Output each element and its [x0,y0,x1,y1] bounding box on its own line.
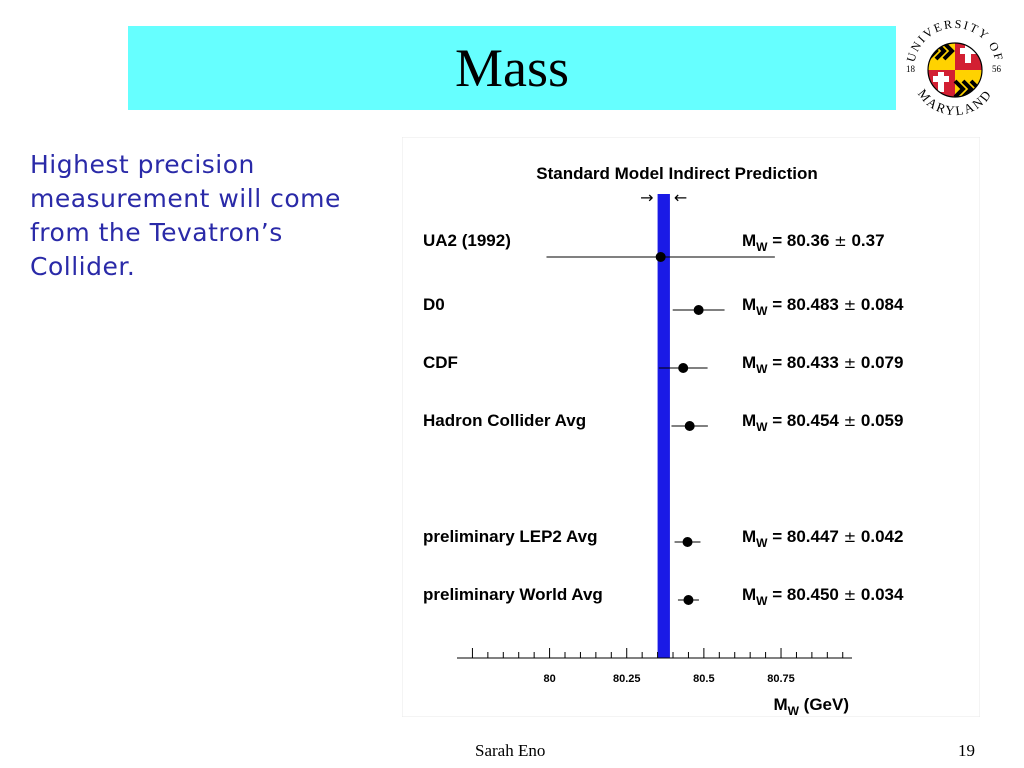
page-number: 19 [958,741,975,760]
measurement-row: preliminary LEP2 Avg MW = 80.447 ± 0.042 [423,527,903,550]
x-axis-label: MW (GeV) [773,695,849,717]
measurement-name: D0 [423,295,445,314]
chart-title: Standard Model Indirect Prediction [536,164,817,183]
bullet-text: Highest precision measurement will come … [30,150,341,281]
title-bar: Mass [128,26,896,110]
measurement-point [683,595,694,605]
maryland-seal-icon: UNIVERSITY OF MARYLAND 18 56 [904,17,1005,119]
measurement-row: preliminary World Avg MW = 80.450 ± 0.034 [423,585,904,608]
measurement-point [693,305,704,315]
measurement-name: Hadron Collider Avg [423,411,586,430]
measurement-row: CDF MW = 80.433 ± 0.079 [423,353,903,376]
mw-chart: Standard Model Indirect Prediction → ← UA… [402,137,980,717]
measurement-name: preliminary LEP2 Avg [423,527,597,546]
x-axis-label-unit: (GeV) [799,695,849,714]
measurement-row: D0 MW = 80.483 ± 0.084 [423,295,904,318]
measurement-value-label: MW = 80.433 ± 0.079 [742,353,903,376]
logo-year-right: 56 [992,64,1002,74]
measurement-name: preliminary World Avg [423,585,603,604]
slide-title: Mass [454,38,569,98]
measurement-value-label: MW = 80.450 ± 0.034 [742,585,904,608]
measurement-point [655,252,666,262]
logo-shield [927,42,983,98]
measurement-row: UA2 (1992) MW = 80.36 ± 0.37 [423,231,885,262]
measurement-value-label: MW = 80.447 ± 0.042 [742,527,903,550]
x-tick-label: 80 [543,673,555,685]
x-tick-label: 80.75 [767,673,795,685]
measurement-name: UA2 (1992) [423,231,511,250]
x-tick-label: 80.5 [693,673,714,685]
measurement-value-label: MW = 80.36 ± 0.37 [742,231,885,254]
measurement-point [682,537,693,547]
x-axis-label-main: M [773,695,787,714]
prediction-band [657,194,670,658]
measurement-name: CDF [423,353,458,372]
prediction-arrow-right: ← [674,188,687,207]
x-axis-label-sub: W [788,704,800,717]
measurement-point [678,363,689,373]
logo-year-left: 18 [906,64,916,74]
measurement-point [684,421,695,431]
measurement-value-label: MW = 80.454 ± 0.059 [742,411,903,434]
measurement-row: Hadron Collider Avg MW = 80.454 ± 0.059 [423,411,903,434]
x-tick-label: 80.25 [613,673,641,685]
measurement-value-label: MW = 80.483 ± 0.084 [742,295,904,318]
footer-author: Sarah Eno [475,741,546,760]
prediction-arrow-left: → [640,188,653,207]
